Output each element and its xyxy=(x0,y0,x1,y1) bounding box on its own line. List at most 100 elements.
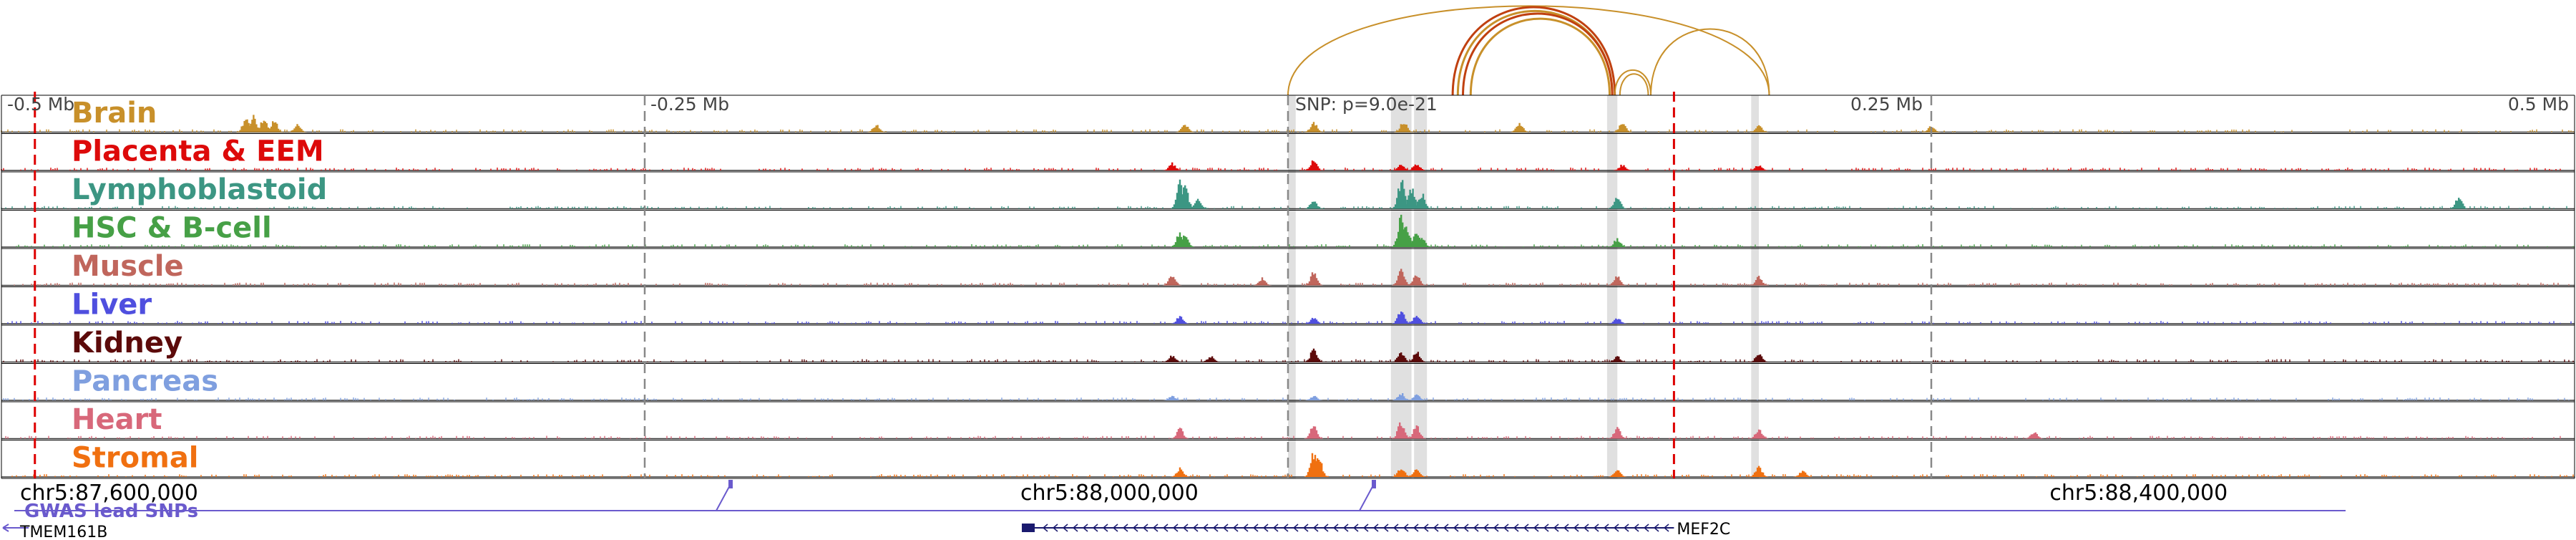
scale-bar: -0.5 Mb -0.25 Mb 0.25 Mb 0.5 Mb SNP: p=9.0e-… xyxy=(7,94,2569,115)
signal-peak xyxy=(1304,426,1324,439)
track-background-signal xyxy=(3,359,2574,362)
signal-peak xyxy=(1163,355,1182,362)
signal-peak xyxy=(1407,164,1426,170)
coordinate-label: chr5:88,400,000 xyxy=(2049,481,2228,506)
gwas-snp-stem xyxy=(716,483,731,511)
signal-peak xyxy=(1749,466,1769,477)
track-stromal: Stromal xyxy=(1,440,2575,478)
signal-peak xyxy=(1608,427,1627,439)
loop-arc xyxy=(1287,5,1770,96)
scale-tick-label: 0.5 Mb xyxy=(2508,94,2569,115)
loop-arc xyxy=(1614,69,1652,96)
signal-peak xyxy=(1921,126,1941,132)
signal-peak xyxy=(1176,235,1195,247)
signal-peak xyxy=(1608,276,1627,286)
signal-peak xyxy=(867,125,886,132)
signal-peak xyxy=(1412,238,1432,247)
signal-peak xyxy=(1608,356,1627,362)
track-label: Muscle xyxy=(72,250,184,283)
gwas-snp-marker xyxy=(728,480,733,488)
signal-peak xyxy=(1412,193,1432,209)
signal-peak xyxy=(1407,352,1426,362)
loop-arc xyxy=(1619,73,1649,96)
signal-peak xyxy=(2024,432,2044,439)
signal-peak xyxy=(1163,162,1182,170)
coordinate-label: chr5:87,600,000 xyxy=(20,481,198,506)
signal-peak xyxy=(1201,356,1221,362)
signal-peak xyxy=(1749,125,1769,132)
scale-tick-label: -0.5 Mb xyxy=(7,94,74,115)
signal-peak xyxy=(1394,124,1413,132)
track-label: Brain xyxy=(72,97,157,130)
signal-peak xyxy=(1407,469,1426,477)
signal-peak xyxy=(1304,201,1324,209)
track-lymphoblastoid: Lymphoblastoid xyxy=(1,171,2575,210)
track-label: Heart xyxy=(72,403,162,436)
loop-arc xyxy=(1469,17,1611,96)
track-label: Pancreas xyxy=(72,365,218,398)
bottom-annotations: chr5:87,600,000 chr5:88,000,000 chr5:88,40… xyxy=(2,480,2346,540)
signal-peak xyxy=(1170,316,1190,324)
signal-peak xyxy=(1309,458,1329,477)
loop-arc xyxy=(1650,28,1770,96)
track-label: Placenta & EEM xyxy=(72,135,324,168)
gene-strand-arrows xyxy=(1042,524,1669,532)
signal-peak xyxy=(265,121,284,132)
signal-peak xyxy=(1749,429,1769,439)
signal-peak xyxy=(1613,165,1632,170)
track-label: Liver xyxy=(72,289,152,322)
gene-label: TMEM161B xyxy=(19,524,107,537)
signal-peak xyxy=(1608,198,1627,209)
signal-peak xyxy=(1304,348,1324,362)
gwas-snp-stem xyxy=(1359,483,1375,511)
signal-peak xyxy=(1304,317,1324,324)
signal-peak xyxy=(1176,125,1195,132)
loop-arc xyxy=(1451,6,1616,96)
track-label: Kidney xyxy=(72,327,182,360)
track-placenta-eem: Placenta & EEM xyxy=(1,133,2575,171)
track-background-signal xyxy=(3,397,2570,400)
signal-peak xyxy=(1163,276,1182,286)
loop-arcs xyxy=(1287,5,1770,96)
scale-tick-label: -0.25 Mb xyxy=(650,94,729,115)
track-background-signal xyxy=(16,244,2574,247)
signal-peak xyxy=(1608,470,1627,477)
track-heart: Heart xyxy=(1,401,2575,440)
dashed-marker-lines xyxy=(34,92,1933,478)
signal-peak xyxy=(1392,469,1411,477)
signal-peak xyxy=(1749,354,1769,362)
signal-peak xyxy=(1252,277,1272,286)
signal-peak xyxy=(1170,428,1190,439)
signal-peak xyxy=(1392,393,1411,400)
signal-peak xyxy=(1392,269,1411,286)
signal-peak xyxy=(1613,124,1632,132)
gwas-snp-marker xyxy=(1372,480,1376,488)
signal-peak xyxy=(1608,318,1627,324)
signal-peak xyxy=(2449,198,2469,209)
loop-arc xyxy=(1462,12,1614,96)
gene-label: MEF2C xyxy=(1677,521,1730,537)
signal-peak xyxy=(1407,316,1426,324)
signal-peak xyxy=(288,124,307,132)
snp-label: SNP: p=9.0e-21 xyxy=(1295,94,1438,115)
signal-peak xyxy=(1163,395,1182,400)
track-brain: Brain xyxy=(1,95,2575,133)
signal-peak xyxy=(1170,467,1190,477)
track-background-signal xyxy=(5,435,2561,439)
track-label: HSC & B-cell xyxy=(72,212,272,245)
signal-peak xyxy=(1510,122,1529,132)
signal-peak xyxy=(1407,275,1426,286)
scale-tick-label: 0.25 Mb xyxy=(1850,94,1923,115)
signal-peak xyxy=(1407,394,1426,400)
track-background-signal xyxy=(14,282,2570,286)
track-label: Stromal xyxy=(72,442,199,475)
signal-peak xyxy=(1407,425,1426,439)
signal-peak xyxy=(1392,312,1411,324)
signal-peak xyxy=(1304,395,1324,400)
signal-peak xyxy=(1392,422,1411,439)
signal-peak xyxy=(1392,352,1411,362)
signal-peak xyxy=(1304,272,1324,286)
signal-peak xyxy=(1304,122,1324,132)
